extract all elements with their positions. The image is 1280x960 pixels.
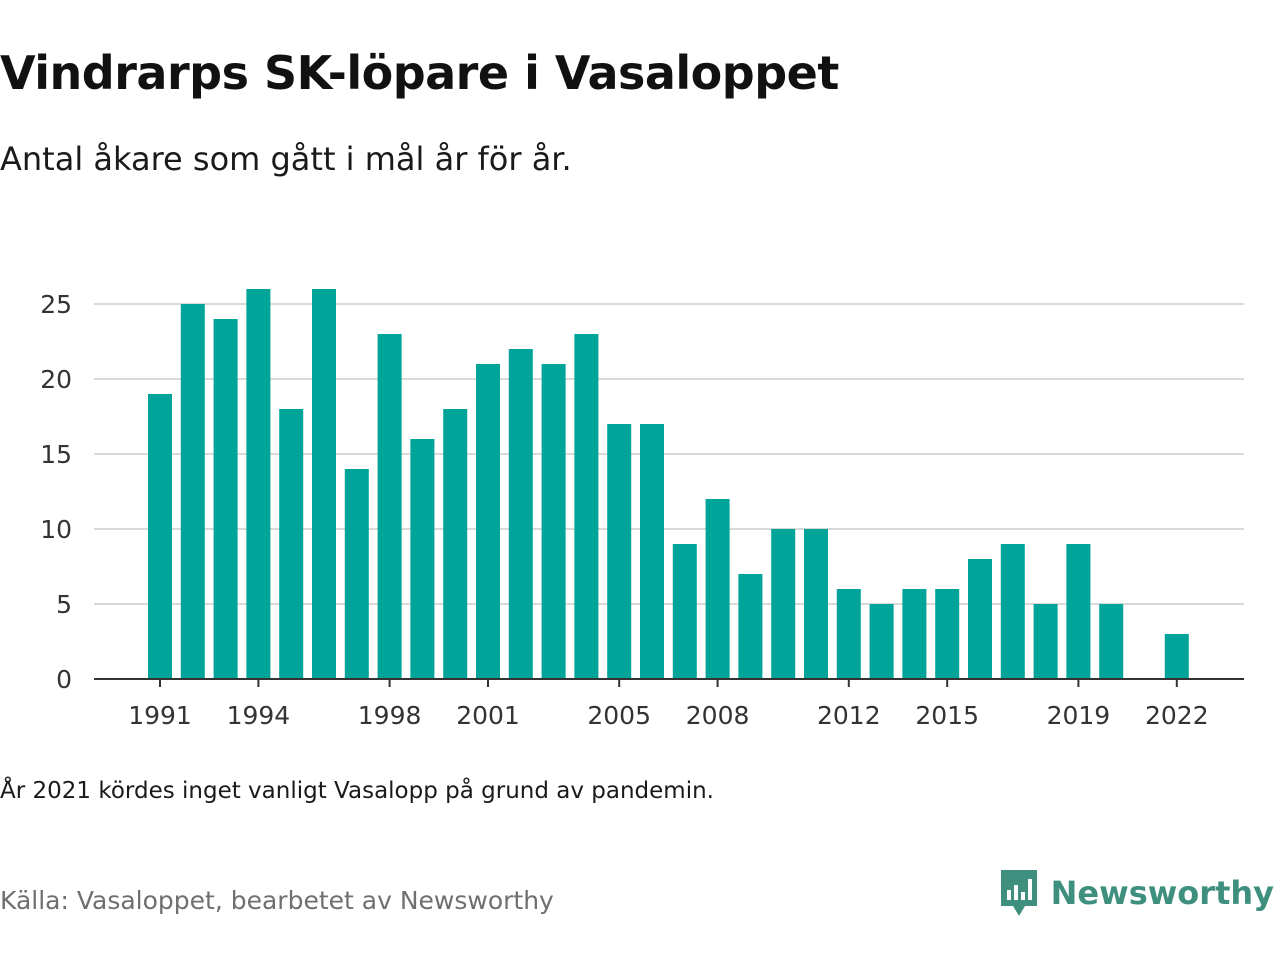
bar-2016	[968, 559, 992, 679]
x-tick-label: 2008	[686, 701, 750, 730]
bar-2000	[443, 409, 468, 679]
x-tick-label: 2015	[915, 701, 979, 730]
bar-1996	[312, 289, 336, 679]
y-tick-label: 10	[40, 515, 72, 544]
bar-2006	[640, 424, 664, 679]
y-tick-label: 0	[56, 665, 72, 694]
x-tick-label: 1991	[128, 701, 192, 730]
x-tick-label: 2019	[1047, 701, 1111, 730]
bar-2015	[935, 589, 960, 679]
x-tick-label: 2001	[456, 701, 520, 730]
bar-2013	[869, 604, 894, 679]
bar-chart: 0 5 10 15 20 25 1991 1994 1998 2001 2005 2008 2012 20…	[40, 289, 1244, 730]
bar-2002	[508, 349, 533, 679]
newsworthy-logo-icon	[1000, 870, 1037, 916]
brand-name: Newsworthy	[1050, 874, 1274, 912]
y-tick-label: 15	[40, 440, 72, 469]
bar-2020	[1099, 604, 1124, 679]
bar-1993	[213, 319, 238, 679]
bar-1997	[344, 469, 369, 679]
y-tick-label: 20	[40, 365, 72, 394]
bar-2011	[804, 529, 828, 679]
bar-1995	[279, 409, 304, 679]
bar-2007	[672, 544, 697, 679]
bar-2005	[607, 424, 632, 679]
bar-2014	[902, 589, 927, 679]
chart-title: Vindrarps SK-löpare i Vasaloppet	[0, 46, 839, 100]
bar-1994	[246, 289, 271, 679]
brand-logo: Newsworthy	[999, 868, 1274, 918]
bar-2003	[541, 364, 566, 679]
bar-2019	[1066, 544, 1091, 679]
x-tick-label: 2012	[817, 701, 881, 730]
bar-1998	[377, 334, 402, 679]
bar-2004	[574, 334, 599, 679]
bar-2008	[705, 499, 730, 679]
bar-2018	[1033, 604, 1058, 679]
x-tick-label: 1994	[227, 701, 291, 730]
bar-2017	[1000, 544, 1025, 679]
source-credit: Källa: Vasaloppet, bearbetet av Newswort…	[0, 886, 554, 915]
axes: 0 5 10 15 20 25 1991 1994 1998 2001 2005 2008 2012 20…	[40, 290, 1244, 730]
chart-subtitle: Antal åkare som gått i mål år för år.	[0, 140, 572, 178]
bars	[148, 289, 1189, 679]
bar-1991	[148, 394, 172, 679]
x-tick-label: 1998	[358, 701, 422, 730]
bar-2012	[836, 589, 861, 679]
x-tick-label: 2022	[1145, 701, 1209, 730]
bar-2022	[1164, 634, 1189, 679]
y-tick-label: 5	[56, 590, 72, 619]
bar-2010	[771, 529, 796, 679]
bar-2009	[738, 574, 763, 679]
bar-1992	[180, 304, 205, 679]
y-tick-label: 25	[40, 290, 72, 319]
x-tick-label: 2005	[587, 701, 651, 730]
bar-1999	[410, 439, 435, 679]
bar-2001	[476, 364, 500, 679]
chart-footnote: År 2021 kördes inget vanligt Vasalopp på…	[0, 778, 714, 804]
